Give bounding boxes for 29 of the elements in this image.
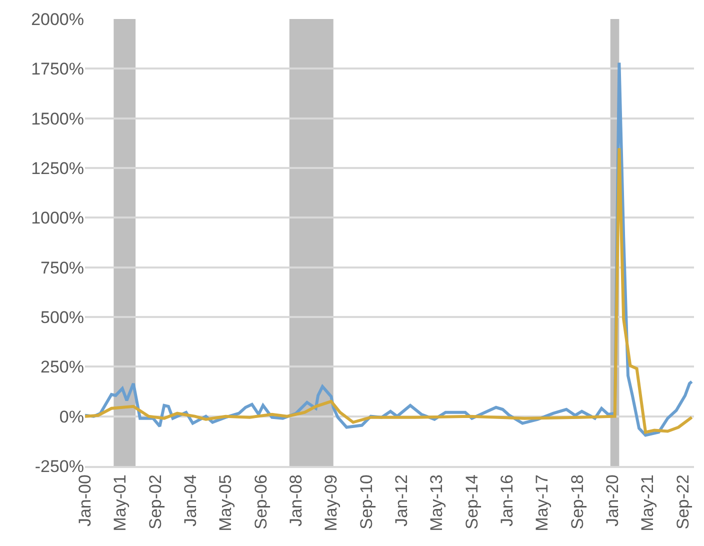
- x-tick-label: Jan-20: [603, 474, 622, 527]
- y-tick-label: 1500%: [31, 109, 84, 128]
- x-tick-label: May-13: [427, 474, 446, 532]
- x-tick-label: Sep-02: [146, 474, 165, 530]
- x-tick-label: Jan-12: [392, 474, 412, 527]
- x-tick-label: Sep-22: [673, 474, 692, 530]
- x-tick-label: Sep-10: [356, 474, 376, 530]
- x-tick-label: May-09: [322, 474, 341, 532]
- x-tick-label: Jan-16: [498, 474, 517, 527]
- y-tick-label: 2000%: [31, 10, 84, 29]
- y-tick-label: 750%: [40, 258, 84, 278]
- y-tick-label: 0%: [59, 407, 84, 426]
- x-tick-label: Jan-04: [181, 474, 200, 527]
- x-tick-label: May-05: [216, 474, 236, 532]
- y-tick-label: 1750%: [31, 60, 84, 79]
- x-tick-label: Sep-06: [251, 474, 270, 530]
- x-tick-label: Jan-08: [286, 474, 306, 527]
- y-tick-label: 1000%: [31, 208, 84, 228]
- x-tick-label: Jan-00: [76, 474, 95, 527]
- x-tick-label: May-01: [110, 474, 130, 532]
- y-tick-label: 250%: [40, 358, 84, 377]
- x-tick-label: May-21: [638, 474, 658, 532]
- line-series: [85, 146, 694, 434]
- y-tick-label: 500%: [40, 308, 84, 327]
- x-tick-label: May-17: [532, 474, 552, 532]
- x-tick-label: Sep-14: [462, 474, 482, 530]
- x-tick-label: Sep-18: [568, 474, 587, 530]
- y-tick-label: -250%: [34, 456, 84, 476]
- y-tick-label: 1250%: [31, 158, 84, 178]
